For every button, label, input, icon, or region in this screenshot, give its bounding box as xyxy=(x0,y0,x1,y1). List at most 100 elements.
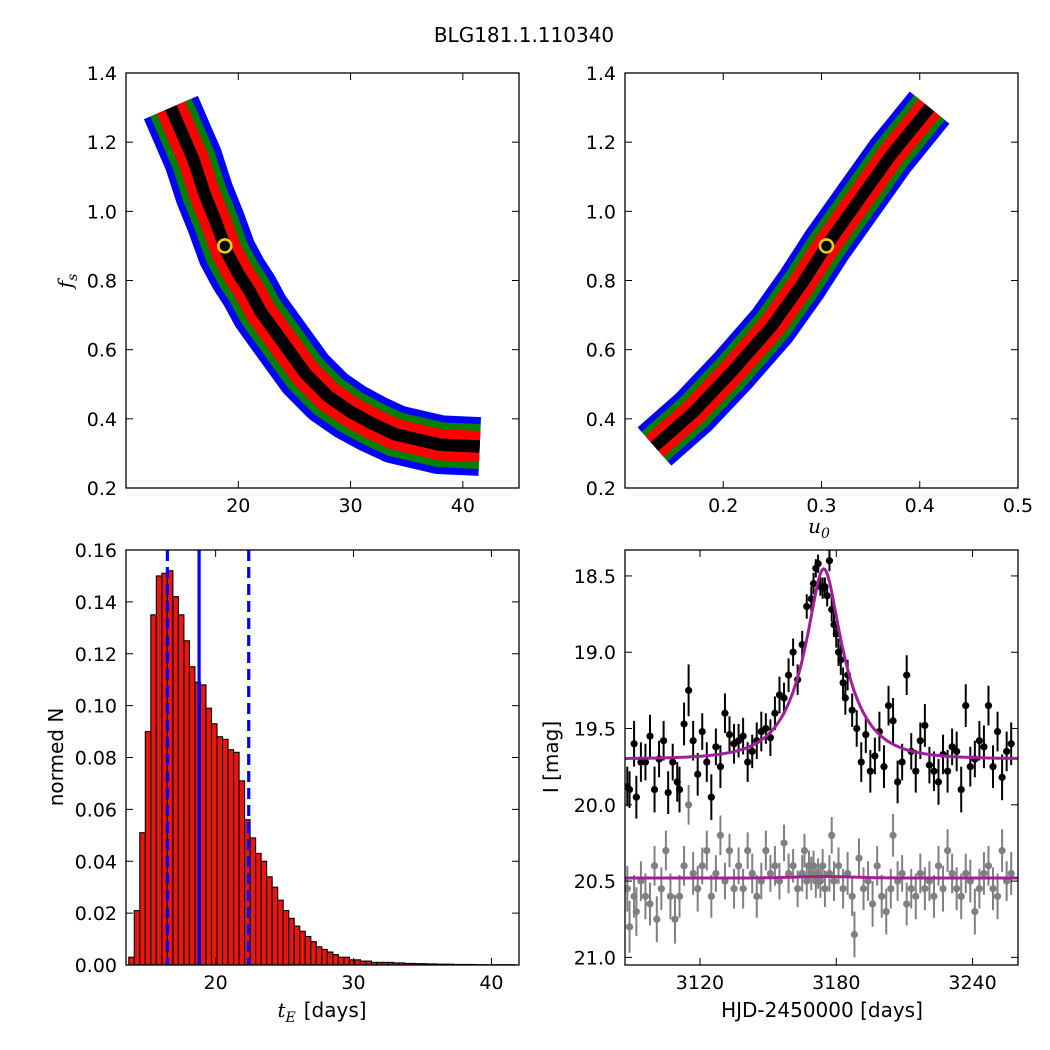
data-point xyxy=(762,724,770,733)
x-tick-label: 3180 xyxy=(812,972,860,994)
y-tick-label: 0.4 xyxy=(87,409,117,431)
data-point xyxy=(789,862,797,870)
data-point xyxy=(841,694,849,702)
y-tick-label: 0.12 xyxy=(75,644,117,666)
data-point xyxy=(680,862,688,870)
data-point xyxy=(907,885,915,893)
data-point xyxy=(884,702,893,710)
hist-bar xyxy=(321,948,328,965)
hist-bar xyxy=(332,954,339,965)
data-point xyxy=(766,869,774,878)
hist-bar xyxy=(260,860,268,965)
hist-bar xyxy=(155,575,163,965)
y-tick-label: 0.2 xyxy=(87,478,117,500)
data-point xyxy=(930,767,938,775)
data-point xyxy=(962,869,970,878)
plot-frame xyxy=(624,72,1019,489)
series-black xyxy=(625,550,1015,821)
hist-bar xyxy=(310,941,317,965)
data-point xyxy=(921,885,929,893)
data-point xyxy=(837,656,845,664)
data-point xyxy=(698,727,706,736)
data-point xyxy=(814,560,822,568)
chart-fs-vs-u0: 0.2 0.3 0.4 0.5 0.2 0.4 0.6 0.8 1.0 1.2 1.4 u0 xyxy=(586,63,1033,542)
x-tick-label: 40 xyxy=(479,972,503,994)
plot-frame xyxy=(125,549,520,966)
data-point xyxy=(646,900,654,908)
data-point xyxy=(912,767,920,775)
data-point xyxy=(943,767,952,775)
hist-bar xyxy=(293,925,301,965)
best-fit-marker xyxy=(217,238,233,254)
data-point xyxy=(825,557,834,565)
hist-bar xyxy=(288,917,295,965)
chart-tE-histogram: 20 30 40 0.00 0.02 0.04 0.06 0.08 0.10 0.12 0.14 0.… xyxy=(44,540,520,1026)
data-point xyxy=(685,686,693,694)
data-point xyxy=(980,869,988,878)
data-point xyxy=(957,892,965,900)
data-point xyxy=(646,732,654,740)
data-point xyxy=(984,702,993,710)
y-tick-label: 1.4 xyxy=(87,63,117,85)
y-tick-label: 19.0 xyxy=(574,642,616,664)
data-point xyxy=(989,885,997,893)
x-tick-label: 40 xyxy=(451,495,475,517)
data-point xyxy=(680,720,688,728)
data-point xyxy=(939,885,947,893)
data-point xyxy=(957,785,965,794)
y-tick-label: 0.2 xyxy=(586,478,616,500)
hist-bar xyxy=(221,738,229,965)
data-point xyxy=(780,839,788,847)
data-point xyxy=(1007,869,1015,878)
data-point xyxy=(662,846,670,855)
model-curve xyxy=(625,567,1018,760)
data-point xyxy=(707,793,715,801)
data-point xyxy=(734,737,743,745)
x-tick-label: 30 xyxy=(338,495,362,517)
contour-1sigma xyxy=(650,103,935,451)
data-point xyxy=(989,763,997,771)
data-point xyxy=(698,862,706,870)
data-point xyxy=(898,869,906,878)
data-point xyxy=(839,885,847,893)
y-axis-label: normed N xyxy=(44,708,68,807)
data-point xyxy=(753,892,761,900)
data-point xyxy=(694,770,702,778)
data-point xyxy=(971,907,979,916)
hist-bar xyxy=(337,956,345,965)
data-point xyxy=(748,869,756,878)
data-point xyxy=(625,885,631,893)
y-tick-label: 1.2 xyxy=(87,132,117,154)
hist-bar xyxy=(172,596,179,965)
data-point xyxy=(784,671,793,679)
data-point xyxy=(962,702,970,710)
data-point xyxy=(1003,747,1011,755)
hist-bar xyxy=(150,614,157,965)
data-point xyxy=(669,758,677,766)
data-point xyxy=(993,727,1002,736)
hist-bar xyxy=(161,572,168,965)
hist-bar xyxy=(128,956,135,965)
data-point xyxy=(830,877,838,885)
plot-area xyxy=(637,91,950,466)
y-tick-label: 0.14 xyxy=(75,592,117,614)
data-point xyxy=(880,763,888,771)
data-point xyxy=(993,892,1002,900)
hist-bar xyxy=(205,707,213,965)
x-tick-label: 3240 xyxy=(948,972,996,994)
figure-title: BLG181.1.110340 xyxy=(434,23,614,47)
data-point xyxy=(694,885,702,893)
hist-bar xyxy=(315,946,323,965)
hist-bar xyxy=(304,935,312,965)
data-point xyxy=(739,885,747,893)
data-point xyxy=(703,846,711,855)
data-point xyxy=(625,785,634,794)
hist-bar xyxy=(216,736,224,965)
data-point xyxy=(857,758,865,766)
data-point xyxy=(625,923,634,931)
data-point xyxy=(721,709,729,717)
data-point xyxy=(966,763,974,771)
contour-1sigma xyxy=(165,105,480,453)
data-point xyxy=(716,831,725,839)
